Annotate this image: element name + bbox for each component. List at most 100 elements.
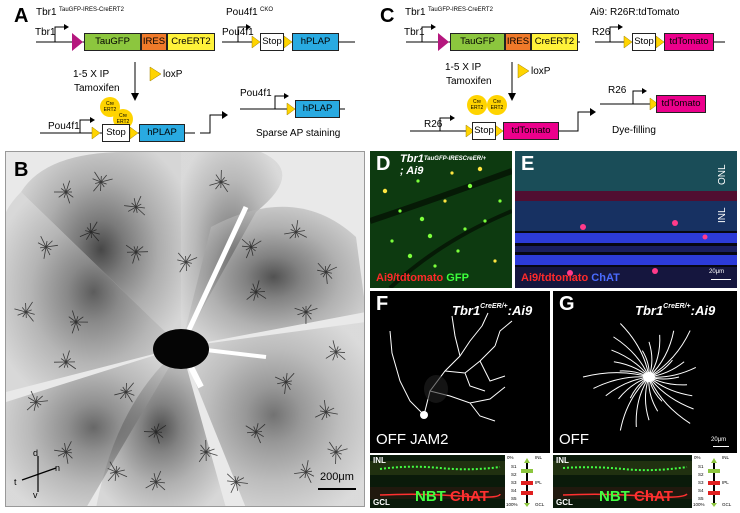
panel-g-image: G Tbr1CreER/+:Ai9 OFF 20μm [553,291,737,453]
panel-label-b: B [14,159,29,181]
dendrite-stroke [133,198,137,208]
dendrite-stroke [95,181,102,184]
dendrite-stroke [325,407,335,413]
dendrite-stroke [153,473,157,483]
inl-right-g: INL [722,455,730,460]
dendrite-stroke [155,481,165,484]
dendrite-stroke [301,463,307,473]
dendrite-stroke [125,391,133,403]
dendrite-stroke [65,361,77,370]
labeled-cell-dot [443,199,447,203]
dendrite-stroke [122,386,127,393]
ai9-allele-title: Ai9: R26R:tdTomato [590,7,680,18]
dendrite-stroke [94,171,102,183]
treatment-dose: 1-5 X IP [73,69,110,80]
dendrite-stroke [35,400,48,403]
pou4f1-gene-label: Pou4f1 [222,27,254,38]
dendrite-stroke [234,476,237,483]
dendrite-stroke [250,288,257,293]
dendrite-stroke [65,191,71,204]
labeled-cell-dot [416,179,420,183]
dendrite-stroke [200,451,207,455]
dendrite-stroke [251,431,257,437]
dendrite-stroke [115,471,128,478]
s1-f: S1 [511,464,517,469]
panel-label-d: D [376,153,391,175]
dendrite-stroke [277,381,287,385]
dendrite-stroke [155,470,162,483]
dendrite-stroke [114,391,127,396]
dendrite-stroke [255,280,260,293]
dendrite-stroke [300,468,307,473]
dendrite-stroke [115,467,121,473]
dendrite-stroke [25,311,34,322]
dendrite-stroke [17,311,27,316]
s3-f: S3 [511,480,517,485]
panel-f-stratification: INL GCL NBT ChAT 0% INL S1 S2 S3 IPL S4 … [370,455,550,508]
dendrite-stroke [250,240,262,248]
dendrite-stroke [135,195,142,208]
labeled-cell-dot [463,227,467,231]
dendrite-stroke [226,473,237,483]
dendrite-stroke [305,311,312,315]
s5-g: S5 [698,496,704,501]
dendrite-stroke [250,246,258,248]
legend-d: Ai9/tdtomato GFP [376,272,469,284]
dendrite-stroke [235,481,241,487]
dendrite-stroke [200,449,207,453]
dendrite-stroke [294,231,297,238]
dendrite-stroke [335,448,348,453]
s5-f: S5 [511,496,517,501]
dendrite-stroke [65,441,72,453]
panel-label-c: C [380,5,395,27]
labeled-cell-dot [419,216,425,222]
labeled-cell-dot [456,249,460,253]
dendrite-stroke [27,397,37,403]
hplap-box: hPLAP [292,33,339,51]
gcl-right-g: GCL [722,502,732,507]
dendrite-stroke [115,469,125,473]
dendrite-stroke [145,481,157,489]
dendrite-stroke [325,351,337,359]
labeled-cell-dot [390,239,394,243]
dendrite-stroke [75,321,82,326]
dendrite-stroke [35,401,39,408]
dendrite-stroke [255,431,264,438]
labeled-cell-dot [407,253,413,259]
dendrite-stroke [107,471,117,482]
labeled-cell-dot [483,219,487,223]
dendrite-stroke [75,321,80,331]
labeled-cell-dot [382,188,388,194]
panel-g-ipl-strip [553,455,737,508]
dendrite-stroke [250,238,255,248]
dendrite-stroke [90,229,97,233]
dendrite-stroke [185,254,192,263]
dendrite-stroke [45,246,51,256]
dendrite-stroke [110,471,117,474]
dendrite-stroke [45,240,53,248]
dendrite-stroke [135,206,146,216]
dendrite-stroke [295,220,299,233]
dendrite-stroke [65,451,69,464]
genotype-f: Tbr1CreER/+:Ai9 [452,303,533,318]
dendrite-stroke [155,423,160,433]
scale-label-e: 20μm [709,269,725,275]
ipl-g: IPL [722,480,729,485]
dendrite-stroke [215,174,222,183]
dendrite-stroke [317,269,327,273]
dendrite-stroke [305,470,313,473]
dendrite-stroke [241,245,252,248]
scale-0-g: 0% [694,455,701,460]
dendrite-stroke [35,396,38,403]
dendrite-stroke [132,251,137,264]
dendrite-stroke [41,246,47,252]
dendrite-stroke [305,311,312,320]
dendrite-stroke [85,230,92,233]
dendrite-stroke [133,206,137,213]
labeled-cell-dot [498,199,502,203]
panel-d-image: D Tbr1TauGFP-IRESCreER/+ ; Ai9 Ai9/tdtom… [370,151,512,288]
dendrite-stroke [205,446,210,453]
dendrite-stroke [205,451,210,458]
panel-label-f: F [376,293,389,315]
dendrite-stroke [295,227,301,233]
